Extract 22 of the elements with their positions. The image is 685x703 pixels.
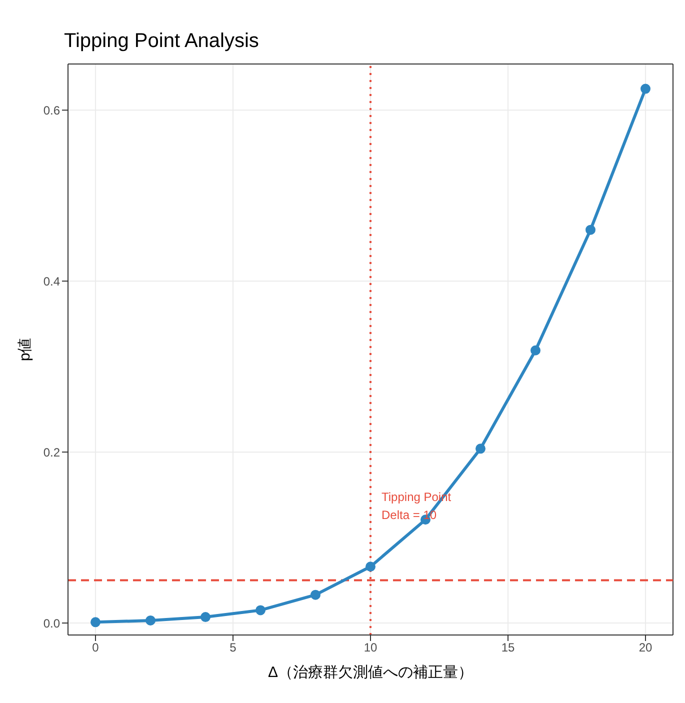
point <box>90 617 100 628</box>
y-tick-label: 0.2 <box>43 445 60 460</box>
x-tick-label: 0 <box>92 640 100 655</box>
x-tick-label: 15 <box>501 640 515 655</box>
point <box>586 224 596 235</box>
point <box>310 590 320 600</box>
point <box>640 84 650 94</box>
point <box>146 615 156 626</box>
chart-title: Tipping Point Analysis <box>64 30 259 53</box>
point <box>200 612 210 622</box>
x-tick-label: 10 <box>364 640 378 655</box>
y-tick-label: 0.4 <box>43 274 60 288</box>
x-axis-title: Δ（治療群欠測値への補正量） <box>268 664 474 681</box>
point <box>366 562 376 572</box>
point <box>256 605 266 616</box>
y-tick-label: 0.0 <box>43 616 60 630</box>
x-tick-label: 20 <box>638 640 652 655</box>
x-tick-label: 5 <box>230 640 237 655</box>
point <box>476 444 486 454</box>
y-tick-label: 0.6 <box>43 103 60 118</box>
y-axis-title: p値 <box>16 338 34 362</box>
point <box>530 345 540 356</box>
